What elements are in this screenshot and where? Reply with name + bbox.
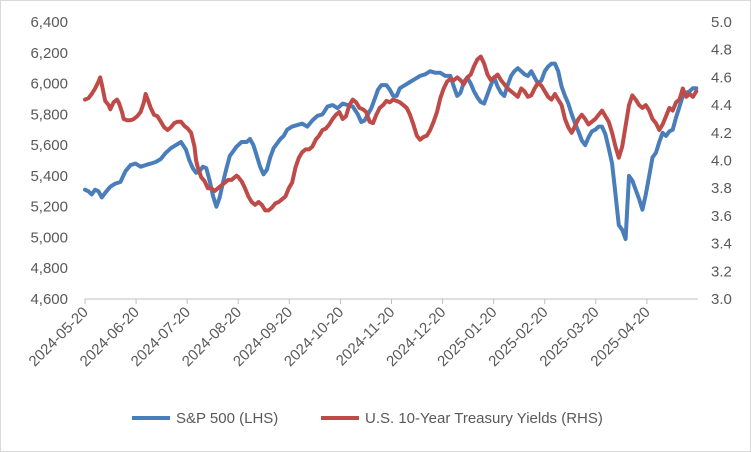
right-tick-label: 3.0 bbox=[711, 291, 732, 308]
series-layer bbox=[83, 54, 699, 241]
legend: S&P 500 (LHS) U.S. 10-Year Treasury Yiel… bbox=[132, 410, 603, 427]
right-axis-ticks: 3.0 3.2 3.4 3.6 3.8 4.0 4.2 4.4 4.6 4.8 5.0 bbox=[711, 14, 732, 308]
left-tick-label: 4,600 bbox=[30, 291, 68, 308]
right-tick-label: 4.8 bbox=[711, 42, 732, 59]
left-tick-label: 5,400 bbox=[30, 168, 68, 185]
left-tick-label: 6,200 bbox=[30, 45, 68, 62]
left-tick-label: 5,200 bbox=[30, 199, 68, 216]
sp500-series-line bbox=[83, 61, 699, 241]
x-axis-ticks: 2024-05-202024-06-202024-07-202024-08-20… bbox=[26, 299, 654, 370]
right-tick-label: 4.6 bbox=[711, 69, 732, 86]
right-tick-label: 4.2 bbox=[711, 125, 732, 142]
left-tick-label: 6,400 bbox=[30, 14, 68, 31]
left-tick-label: 5,800 bbox=[30, 106, 68, 123]
left-axis-ticks: 4,600 4,800 5,000 5,200 5,400 5,600 5,800 6,000… bbox=[30, 14, 68, 308]
left-tick-label: 4,800 bbox=[30, 260, 68, 277]
right-tick-label: 3.4 bbox=[711, 236, 732, 253]
treasury-series-line bbox=[83, 54, 699, 213]
right-tick-label: 3.6 bbox=[711, 208, 732, 225]
left-tick-label: 6,000 bbox=[30, 76, 68, 93]
left-tick-label: 5,600 bbox=[30, 137, 68, 154]
legend-label-treasury: U.S. 10-Year Treasury Yields (RHS) bbox=[365, 410, 603, 427]
right-tick-label: 4.4 bbox=[711, 97, 732, 114]
right-tick-label: 4.0 bbox=[711, 153, 732, 170]
legend-label-sp500: S&P 500 (LHS) bbox=[176, 410, 278, 427]
right-tick-label: 5.0 bbox=[711, 14, 732, 31]
right-tick-label: 3.2 bbox=[711, 263, 732, 280]
right-tick-label: 3.8 bbox=[711, 180, 732, 197]
left-tick-label: 5,000 bbox=[30, 229, 68, 246]
